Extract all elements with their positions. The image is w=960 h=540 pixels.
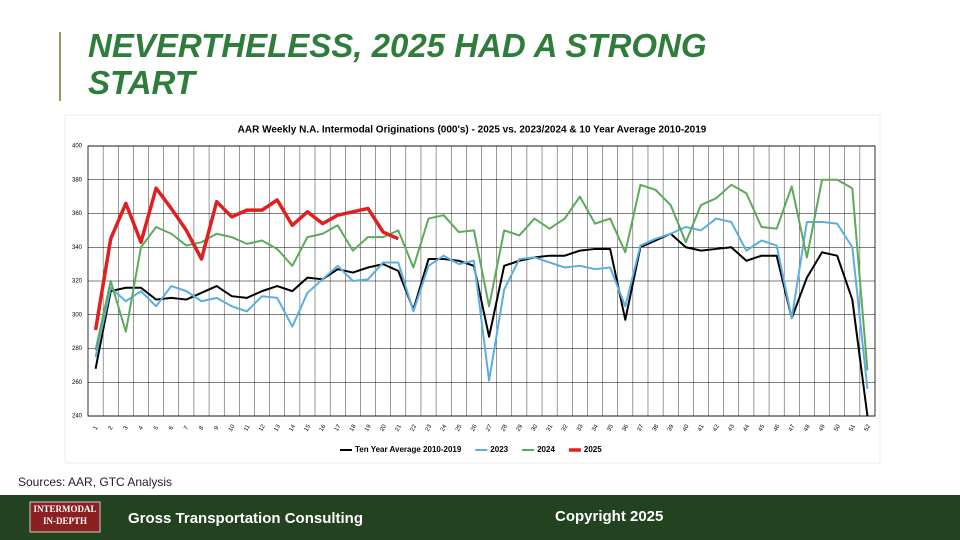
series-line: [94, 217, 869, 390]
x-tick-label: 49: [818, 423, 827, 432]
logo-text: IN-DEPTH: [43, 516, 87, 526]
x-tick-label: 44: [743, 423, 752, 432]
x-tick-label: 1: [93, 425, 100, 431]
x-tick-label: 3: [123, 425, 130, 431]
x-tick-label: 46: [773, 423, 782, 432]
x-tick-label: 30: [531, 423, 540, 432]
series-line: [93, 186, 399, 331]
x-tick-label: 45: [758, 423, 767, 432]
x-tick-label: 35: [606, 423, 615, 432]
chart-panel: [64, 114, 881, 464]
logo-text: INTERMODAL: [33, 504, 96, 514]
legend-label: 2025: [584, 445, 602, 454]
sources: Sources: AAR, GTC Analysis: [18, 475, 172, 489]
x-tick-label: 8: [199, 425, 206, 431]
logo: [29, 501, 101, 533]
x-tick-label: 20: [379, 423, 388, 432]
x-tick-label: 51: [849, 423, 858, 432]
x-tick-label: 19: [364, 423, 373, 432]
x-tick-label: 48: [803, 423, 812, 432]
x-tick-label: 40: [682, 423, 691, 432]
y-tick-label: 320: [72, 279, 83, 285]
x-tick-label: 38: [652, 423, 661, 432]
y-tick-label: 360: [72, 211, 83, 217]
x-tick-label: 15: [304, 423, 313, 432]
legend-label: 2023: [490, 445, 508, 454]
x-tick-label: 22: [410, 423, 419, 432]
x-tick-label: 41: [697, 423, 706, 432]
x-tick-label: 39: [667, 423, 676, 432]
slide-title: NEVERTHELESS, 2025 HAD A STRONG START: [88, 27, 707, 101]
x-tick-label: 47: [788, 423, 797, 432]
x-tick-label: 33: [576, 423, 585, 432]
series-line: [94, 178, 869, 371]
x-tick-label: 52: [864, 423, 873, 432]
x-tick-label: 6: [168, 425, 175, 431]
y-tick-label: 240: [72, 414, 83, 420]
x-tick-label: 36: [622, 423, 631, 432]
y-tick-label: 340: [72, 245, 83, 251]
x-tick-label: 28: [500, 423, 509, 432]
y-tick-label: 380: [72, 177, 83, 183]
x-tick-label: 23: [425, 423, 434, 432]
y-tick-label: 400: [72, 144, 83, 150]
y-tick-label: 260: [72, 380, 83, 386]
x-tick-label: 13: [273, 423, 282, 432]
x-tick-label: 25: [455, 423, 464, 432]
x-tick-label: 21: [394, 423, 403, 432]
company: Gross Transportation Consulting: [128, 510, 363, 527]
x-tick-label: 24: [440, 423, 449, 432]
x-tick-label: 32: [561, 423, 570, 432]
x-tick-label: 26: [470, 423, 479, 432]
copyright: Copyright 2025: [555, 508, 663, 525]
x-tick-label: 5: [153, 425, 160, 431]
x-tick-label: 10: [228, 423, 237, 432]
y-tick-label: 300: [72, 312, 83, 318]
x-tick-label: 42: [712, 423, 721, 432]
x-tick-label: 31: [546, 423, 555, 432]
y-tick-label: 280: [72, 346, 83, 352]
legend-label: Ten Year Average 2010-2019: [355, 445, 462, 454]
x-tick-label: 7: [183, 425, 190, 431]
legend-label: 2024: [537, 445, 555, 454]
x-tick-label: 9: [214, 425, 221, 431]
x-tick-label: 29: [516, 423, 525, 432]
x-tick-label: 16: [319, 423, 328, 432]
x-tick-label: 34: [591, 423, 600, 432]
series-line: [94, 232, 869, 417]
footer-band: [0, 495, 960, 540]
chart-title: AAR Weekly N.A. Intermodal Originations …: [238, 125, 707, 136]
x-tick-label: 14: [289, 423, 298, 432]
x-tick-label: 12: [258, 423, 267, 432]
x-tick-label: 27: [485, 423, 494, 432]
x-tick-label: 37: [637, 423, 646, 432]
x-tick-label: 4: [138, 425, 145, 431]
x-tick-label: 18: [349, 423, 358, 432]
x-tick-label: 43: [727, 423, 736, 432]
x-tick-label: 50: [833, 423, 842, 432]
x-tick-label: 17: [334, 423, 343, 432]
plot-frame: [87, 145, 876, 417]
x-tick-label: 11: [243, 424, 252, 433]
x-tick-label: 2: [108, 425, 115, 431]
